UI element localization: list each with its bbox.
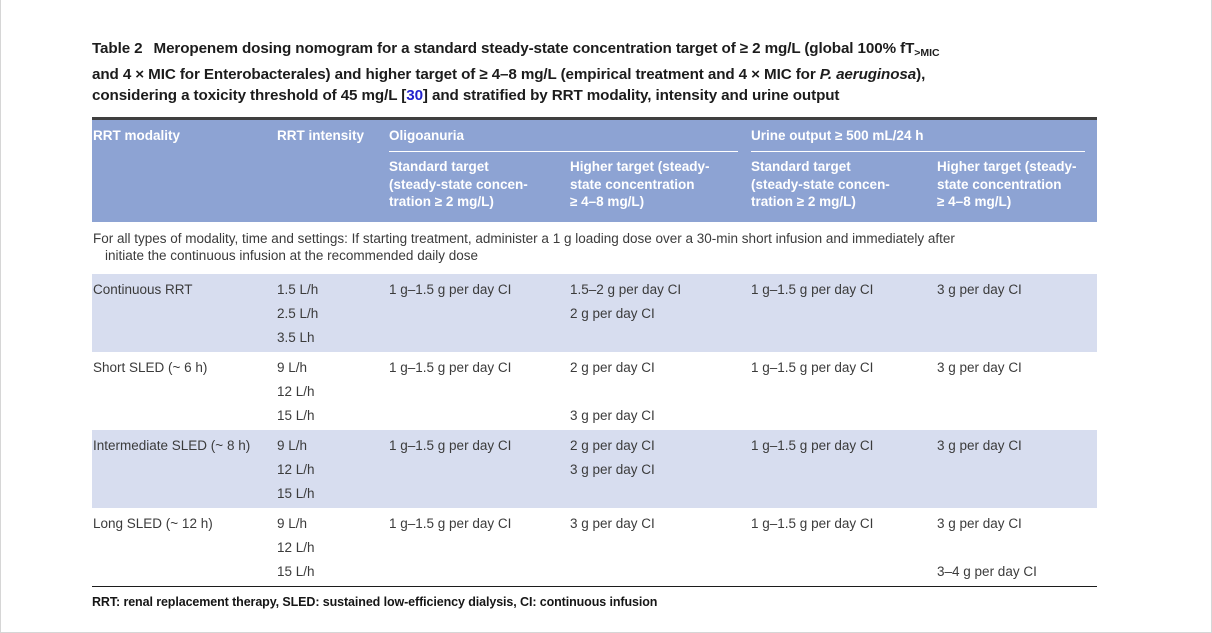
caption-text: and 4 × MIC for Enterobacterales) and hi…	[92, 66, 820, 83]
caption-text: P. aeruginosa	[819, 66, 917, 83]
cell-rrt-modality: Long SLED (~ 12 h)	[93, 515, 213, 531]
group-header-urine-output-label: Urine output ≥ 500 mL/24 h	[751, 127, 1086, 152]
citation-link-30[interactable]: 30	[406, 87, 423, 104]
col-header-oligoanuria-standard-target: Standard target (steady-state concen- tr…	[388, 152, 569, 222]
cell-oligoanuria-higher-target: 3 g per day CI	[570, 515, 655, 531]
table-row: Intermediate SLED (~ 8 h) 9 L/h 12 L/h 1…	[92, 429, 1098, 508]
caption-text: ),	[916, 66, 926, 83]
dosing-table: RRT modality RRT intensity Oligoanuria U…	[92, 117, 1098, 587]
table-figure: Table 2 Meropenem dosing nomogram for a s…	[92, 38, 1098, 609]
caption-text: >MIC	[914, 47, 940, 59]
cell-rrt-modality: Intermediate SLED (~ 8 h)	[92, 429, 276, 508]
col-header-oligoanuria-higher-target: Higher target (steady- state concentrati…	[569, 152, 751, 222]
table-caption: Table 2 Meropenem dosing nomogram for a s…	[92, 38, 1097, 106]
caption-text: considering a toxicity threshold of 45 m…	[92, 87, 407, 104]
table-body: For all types of modality, time and sett…	[92, 221, 1098, 587]
table-row: Short SLED (~ 6 h) 9 L/h 12 L/h 15 L/h 1…	[92, 352, 1097, 430]
cell-oligoanuria-higher-target: 2 g per day CI 3 g per day CI	[570, 359, 655, 423]
header-row-groups: RRT modality RRT intensity Oligoanuria U…	[92, 117, 1098, 222]
cell-rrt-intensity: 9 L/h 12 L/h 15 L/h	[277, 515, 315, 579]
col-header-urine-higher-target: Higher target (steady- state concentrati…	[936, 152, 1098, 222]
cell-urine-standard-target: 1 g–1.5 g per day CI	[751, 359, 874, 375]
cell-oligoanuria-standard-target: 1 g–1.5 g per day CI	[388, 429, 569, 508]
cell-rrt-intensity: 9 L/h 12 L/h 15 L/h	[276, 429, 388, 508]
col-header-rrt-modality: RRT modality	[92, 117, 276, 222]
cell-oligoanuria-higher-target: 2 g per day CI 3 g per day CI	[569, 429, 751, 508]
col-header-rrt-intensity: RRT intensity	[276, 117, 388, 222]
caption-text: Meropenem dosing nomogram for a standard…	[153, 40, 915, 57]
cell-urine-standard-target: 1 g–1.5 g per day CI	[750, 429, 937, 508]
cell-rrt-intensity: 9 L/h 12 L/h 15 L/h	[277, 359, 315, 423]
abbreviations-footnote: RRT: renal replacement therapy, SLED: su…	[92, 594, 658, 609]
caption-text: Table 2	[92, 40, 143, 57]
group-header-oligoanuria: Oligoanuria	[388, 117, 751, 152]
cell-oligoanuria-standard-target: 1 g–1.5 g per day CI	[389, 359, 512, 375]
cell-urine-higher-target: 3 g per day CI 3–4 g per day CI	[937, 515, 1037, 579]
cell-urine-higher-target: 3 g per day CI	[937, 359, 1022, 375]
cell-rrt-modality: Continuous RRT	[92, 273, 276, 352]
table-row: Long SLED (~ 12 h) 9 L/h 12 L/h 15 L/h 1…	[92, 508, 1097, 587]
loading-dose-note: For all types of modality, time and sett…	[92, 221, 1098, 274]
header-row-subtargets: Standard target (steady-state concen- tr…	[92, 152, 1098, 222]
group-header-oligoanuria-label: Oligoanuria	[389, 127, 739, 152]
cell-oligoanuria-standard-target: 1 g–1.5 g per day CI	[388, 273, 569, 352]
cell-rrt-modality: Short SLED (~ 6 h)	[93, 359, 208, 375]
cell-rrt-intensity: 1.5 L/h 2.5 L/h 3.5 Lh	[276, 273, 388, 352]
table-header: RRT modality RRT intensity Oligoanuria U…	[92, 117, 1098, 222]
note-row: For all types of modality, time and sett…	[92, 221, 1098, 274]
cell-oligoanuria-higher-target: 1.5–2 g per day CI 2 g per day CI	[569, 273, 751, 352]
cell-urine-standard-target: 1 g–1.5 g per day CI	[750, 273, 937, 352]
caption-text: ] and stratified by RRT modality, intens…	[422, 87, 840, 104]
cell-urine-standard-target: 1 g–1.5 g per day CI	[751, 515, 874, 531]
cell-urine-higher-target: 3 g per day CI	[936, 273, 1098, 352]
col-header-urine-standard-target: Standard target (steady-state concen- tr…	[750, 152, 937, 222]
cell-urine-higher-target: 3 g per day CI	[936, 429, 1098, 508]
table-row: Continuous RRT 1.5 L/h 2.5 L/h 3.5 Lh 1 …	[92, 273, 1098, 352]
group-header-urine-output: Urine output ≥ 500 mL/24 h	[750, 117, 1098, 152]
cell-oligoanuria-standard-target: 1 g–1.5 g per day CI	[389, 515, 512, 531]
